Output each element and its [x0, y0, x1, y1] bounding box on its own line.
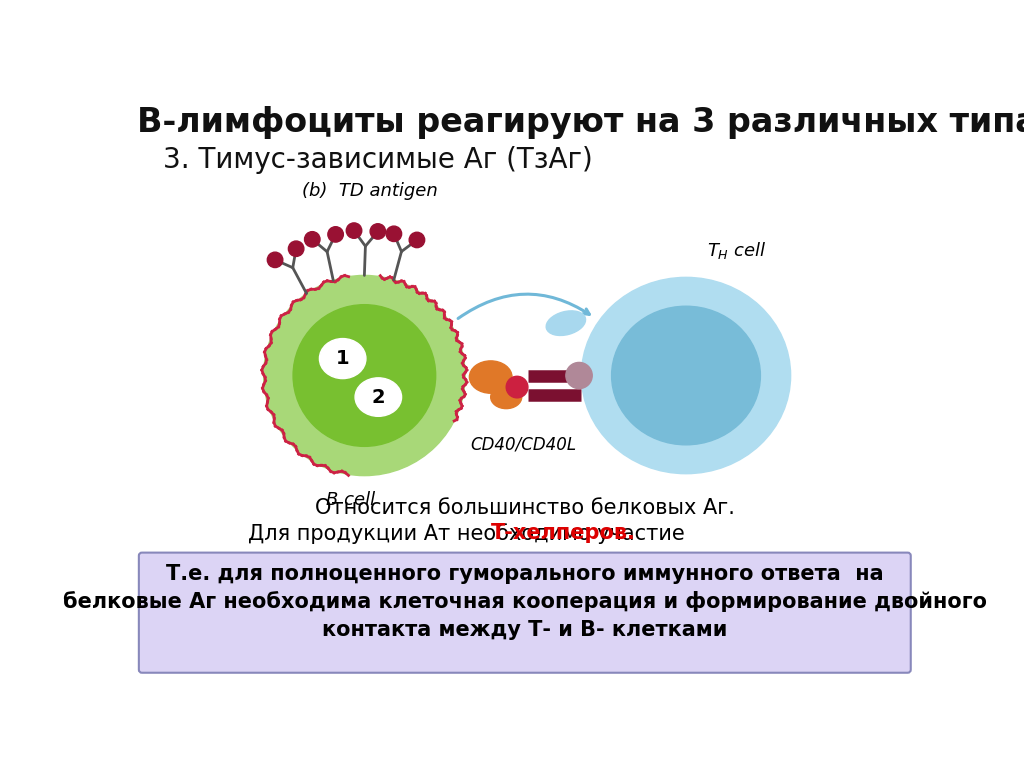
- Ellipse shape: [319, 339, 366, 379]
- Circle shape: [263, 276, 465, 475]
- Text: контакта между Т- и В- клетками: контакта между Т- и В- клетками: [323, 620, 727, 640]
- Text: 3. Тимус-зависимые Аг (ТзАг): 3. Тимус-зависимые Аг (ТзАг): [163, 146, 593, 174]
- Ellipse shape: [582, 277, 791, 474]
- FancyBboxPatch shape: [139, 553, 910, 673]
- Text: Т.е. для полноценного гуморального иммунного ответа  на: Т.е. для полноценного гуморального иммун…: [166, 564, 884, 584]
- Ellipse shape: [355, 378, 401, 416]
- Text: B cell: B cell: [326, 492, 375, 509]
- Circle shape: [566, 362, 592, 389]
- Text: CD40/CD40L: CD40/CD40L: [470, 435, 577, 454]
- Text: Относится большинство белковых Аг.: Относится большинство белковых Аг.: [314, 498, 735, 518]
- Ellipse shape: [469, 361, 512, 393]
- Circle shape: [304, 232, 321, 247]
- Text: 1: 1: [336, 349, 349, 368]
- Circle shape: [328, 227, 343, 242]
- Circle shape: [386, 226, 401, 241]
- Ellipse shape: [490, 386, 521, 409]
- Ellipse shape: [611, 306, 761, 445]
- Ellipse shape: [546, 311, 586, 336]
- Text: В-лимфоциты реагируют на 3 различных типа Аг:: В-лимфоциты реагируют на 3 различных тип…: [137, 106, 1024, 139]
- Text: (b)  TD antigen: (b) TD antigen: [302, 182, 438, 200]
- Text: белковые Аг необходима клеточная кооперация и формирование двойного: белковые Аг необходима клеточная коопера…: [62, 591, 987, 612]
- Text: Т-хелперов.: Т-хелперов.: [490, 523, 636, 544]
- Circle shape: [346, 223, 361, 238]
- Circle shape: [267, 252, 283, 267]
- Circle shape: [370, 223, 386, 239]
- Text: 2: 2: [372, 388, 385, 406]
- Circle shape: [293, 305, 435, 446]
- Circle shape: [410, 232, 425, 247]
- Circle shape: [506, 376, 528, 398]
- Text: Для продукции Ат необходимо участие: Для продукции Ат необходимо участие: [248, 523, 691, 544]
- Circle shape: [289, 241, 304, 257]
- Text: $T_H$ cell: $T_H$ cell: [707, 240, 766, 261]
